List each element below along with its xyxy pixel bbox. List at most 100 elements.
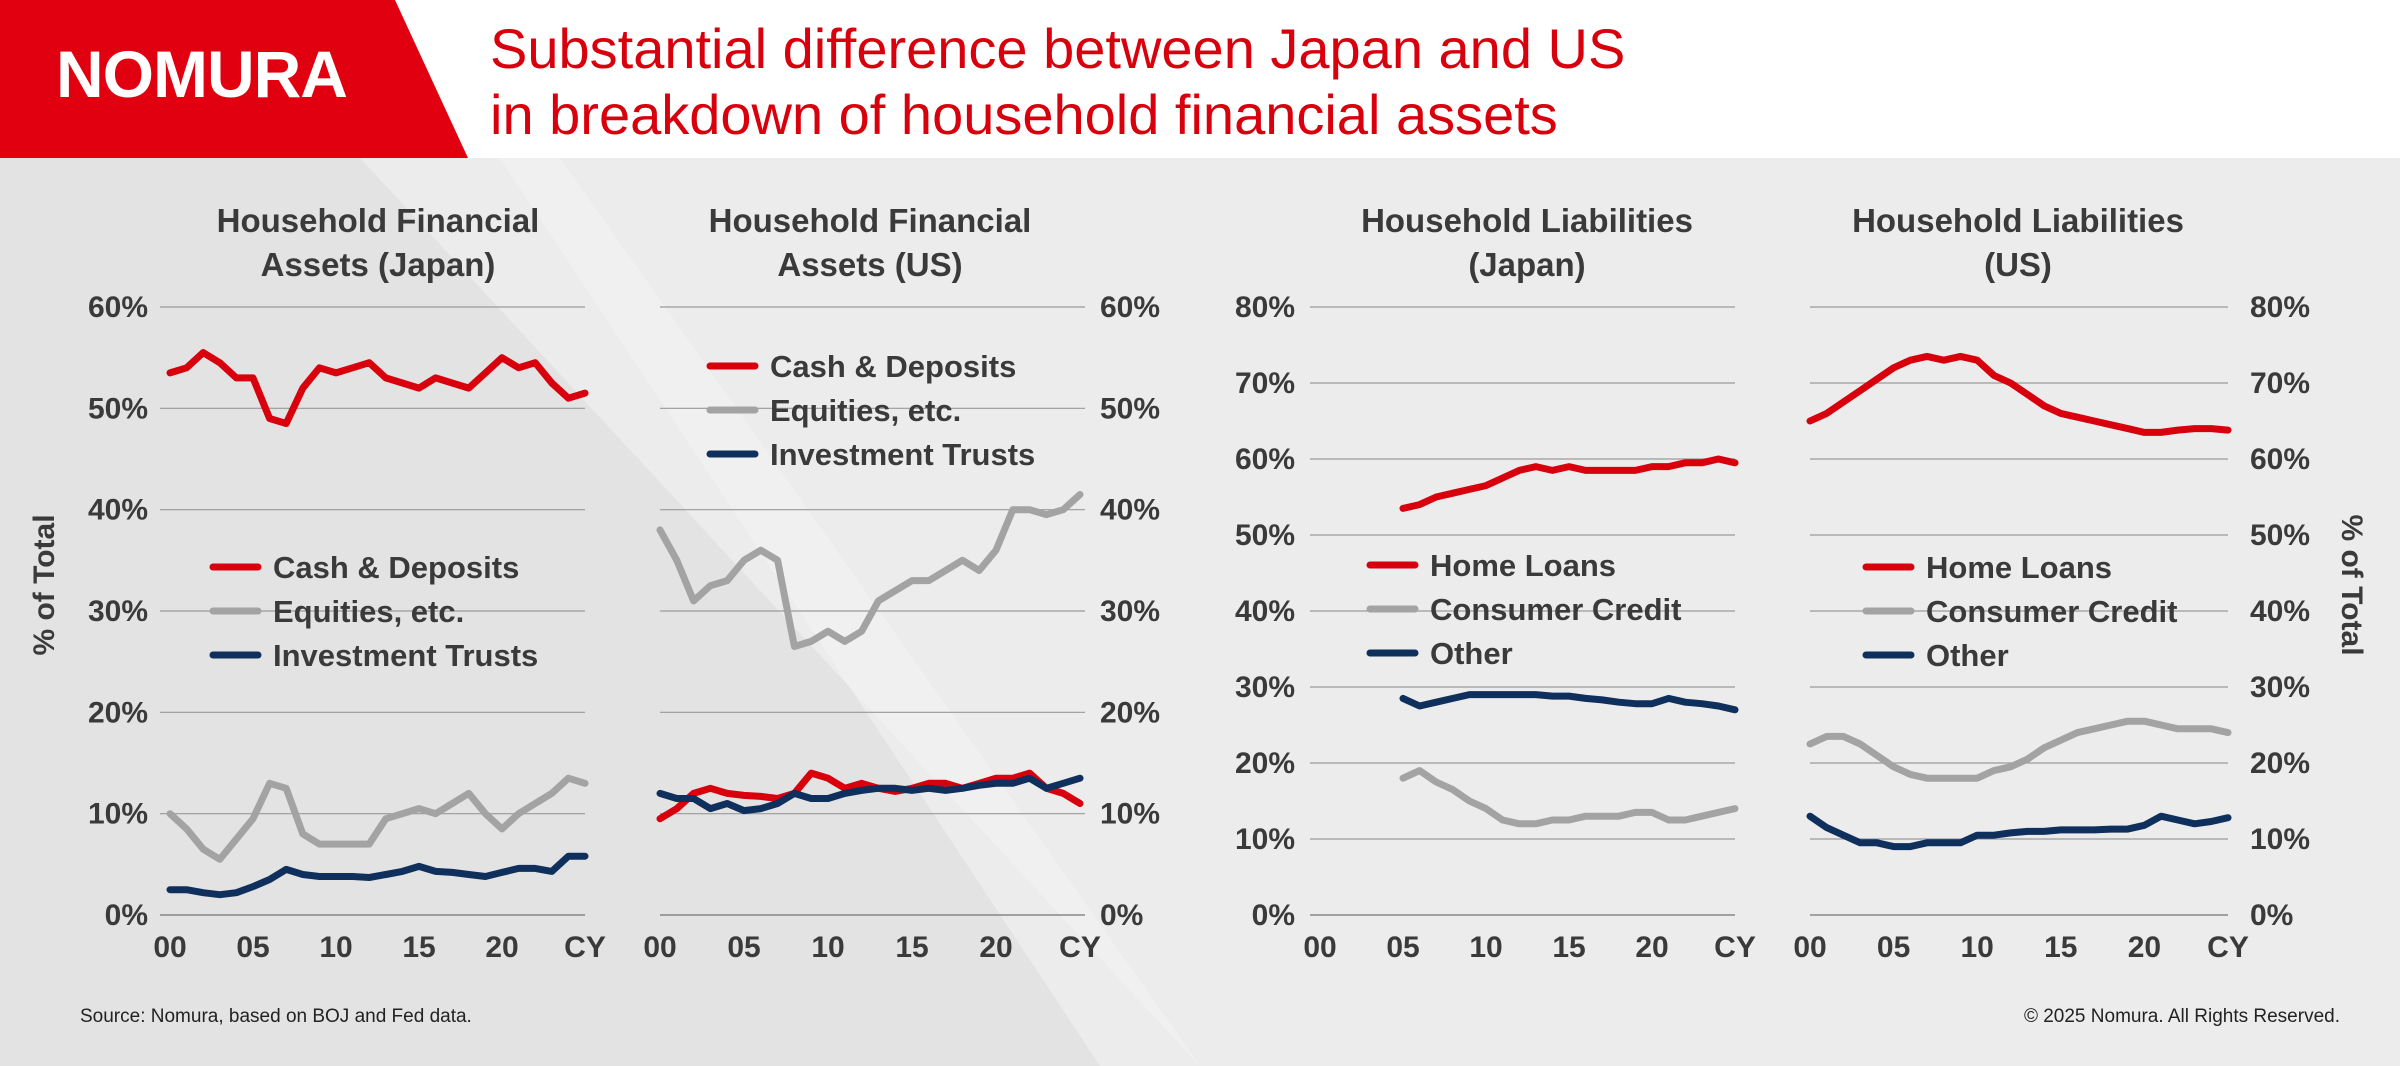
assets_us-legend-label: Cash & Deposits (770, 349, 1016, 384)
liab_japan-title-line-1: Household Liabilities (1361, 202, 1693, 239)
liab_japan-x-tick-label: CY (1714, 931, 1756, 964)
left-y-axis-label: % of Total (28, 514, 61, 655)
liab_japan-y-tick-label: 0% (1252, 899, 1295, 932)
page-title-line-2: in breakdown of household financial asse… (490, 83, 1558, 146)
liab_japan-x-tick-label: 15 (1552, 931, 1585, 964)
assets_japan-series-equities-etc (166, 774, 589, 863)
liab_us-x-tick-label: CY (2207, 931, 2249, 964)
liab_us-y-tick-label: 30% (2250, 671, 2310, 704)
liab_japan-y-tick-label: 60% (1235, 443, 1295, 476)
liab_us-y-tick-label: 60% (2250, 443, 2310, 476)
liab_japan-series-consumer-credit (1399, 767, 1739, 828)
assets_japan-x-tick-label: 00 (153, 931, 186, 964)
liab_us-legend-label: Home Loans (1926, 550, 2112, 585)
liab_us-series-home-loans (1806, 352, 2232, 436)
assets_us-x-tick-label: 00 (643, 931, 676, 964)
assets_us-y-tick-label: 60% (1100, 291, 1160, 324)
assets_us-y-tick-label: 0% (1100, 899, 1143, 932)
logo-band (0, 0, 468, 158)
liab_japan-y-tick-label: 10% (1235, 823, 1295, 856)
liab_japan-legend-label: Other (1430, 636, 1513, 671)
assets_us-x-tick-label: 20 (979, 931, 1012, 964)
assets_us-series-cash-deposits (656, 769, 1084, 823)
assets_us-title-line-2: Assets (US) (777, 246, 962, 283)
assets_japan-legend-label: Equities, etc. (273, 594, 464, 629)
assets_us-y-tick-label: 30% (1100, 595, 1160, 628)
assets_japan-series-investment-trusts (166, 852, 589, 899)
liab_us-legend-label: Consumer Credit (1926, 594, 2177, 629)
assets_japan-y-tick-label: 10% (88, 798, 148, 831)
assets_japan-title-line-1: Household Financial (217, 202, 540, 239)
liab_us-title-line-1: Household Liabilities (1852, 202, 2184, 239)
assets_japan-x-tick-label: CY (564, 931, 606, 964)
liab_japan-legend-label: Home Loans (1430, 548, 1616, 583)
assets_us-x-tick-label: 05 (727, 931, 760, 964)
liab_japan-y-tick-label: 40% (1235, 595, 1295, 628)
nomura-logo: NOMURA (56, 37, 348, 111)
liab_us-x-tick-label: 20 (2128, 931, 2161, 964)
copyright-note: © 2025 Nomura. All Rights Reserved. (2023, 1006, 2340, 1027)
assets_japan-y-tick-label: 60% (88, 291, 148, 324)
decorative-diagonal-shade (0, 158, 1200, 1066)
assets_us-legend-label: Investment Trusts (770, 437, 1035, 472)
assets_us-y-tick-label: 50% (1100, 392, 1160, 425)
liab_us-x-tick-label: 10 (1961, 931, 1994, 964)
assets_japan-y-tick-label: 20% (88, 696, 148, 729)
liab_japan-x-tick-label: 00 (1303, 931, 1336, 964)
decorative-diagonal-highlight (500, 158, 1200, 1066)
liab_us-series-consumer-credit (1806, 717, 2232, 782)
page-title: Substantial difference between Japan and… (490, 16, 2090, 148)
liab_japan-series-other (1399, 691, 1739, 714)
assets_us-y-tick-label: 40% (1100, 494, 1160, 527)
assets_japan-y-tick-label: 0% (105, 899, 148, 932)
assets_japan-x-tick-label: 20 (485, 931, 518, 964)
assets_us-title-line-1: Household Financial (709, 202, 1032, 239)
liab_japan-x-tick-label: 10 (1469, 931, 1502, 964)
assets_us-legend-label: Equities, etc. (770, 393, 961, 428)
liab_japan-y-tick-label: 30% (1235, 671, 1295, 704)
assets_us-y-tick-label: 10% (1100, 798, 1160, 831)
assets_japan-x-tick-label: 10 (319, 931, 352, 964)
liab_us-legend-label: Other (1926, 638, 2009, 673)
assets_japan-title-line-2: Assets (Japan) (261, 246, 496, 283)
assets_japan-x-tick-label: 05 (236, 931, 269, 964)
liab_japan-legend-label: Consumer Credit (1430, 592, 1681, 627)
assets_japan-y-tick-label: 30% (88, 595, 148, 628)
liab_us-y-tick-label: 80% (2250, 291, 2310, 324)
liab_us-x-tick-label: 05 (1877, 931, 1910, 964)
right-y-axis-label: % of Total (2335, 514, 2368, 655)
liab_us-y-tick-label: 70% (2250, 367, 2310, 400)
liab_us-y-tick-label: 0% (2250, 899, 2293, 932)
assets_japan-y-tick-label: 50% (88, 392, 148, 425)
liab_japan-title-line-2: (Japan) (1468, 246, 1585, 283)
assets_japan-y-tick-label: 40% (88, 494, 148, 527)
liab_us-y-tick-label: 40% (2250, 595, 2310, 628)
liab_japan-y-tick-label: 80% (1235, 291, 1295, 324)
assets_us-y-tick-label: 20% (1100, 696, 1160, 729)
liab_us-y-tick-label: 10% (2250, 823, 2310, 856)
liab_japan-series-home-loans (1399, 455, 1739, 512)
assets_us-x-tick-label: 15 (895, 931, 928, 964)
liab_us-y-tick-label: 20% (2250, 747, 2310, 780)
page-title-line-1: Substantial difference between Japan and… (490, 17, 1626, 80)
liab_us-title-line-2: (US) (1984, 246, 2052, 283)
liab_us-x-tick-label: 00 (1793, 931, 1826, 964)
liab_us-x-tick-label: 15 (2044, 931, 2077, 964)
liab_us-y-tick-label: 50% (2250, 519, 2310, 552)
assets_japan-series-cash-deposits (166, 349, 589, 427)
liab_japan-y-tick-label: 20% (1235, 747, 1295, 780)
charts-layer: Household Financial Assets (Japan) 0% 10% 20… (28, 202, 2368, 964)
assets_us-series-equities-etc (656, 491, 1084, 650)
liab_japan-y-tick-label: 50% (1235, 519, 1295, 552)
source-note: Source: Nomura, based on BOJ and Fed dat… (80, 1006, 472, 1027)
liab_japan-x-tick-label: 05 (1386, 931, 1419, 964)
liab_japan-x-tick-label: 20 (1635, 931, 1668, 964)
assets_us-x-tick-label: CY (1059, 931, 1101, 964)
assets_japan-x-tick-label: 15 (402, 931, 435, 964)
liab_us-series-other (1806, 812, 2232, 851)
liab_japan-y-tick-label: 70% (1235, 367, 1295, 400)
assets_us-series-investment-trusts (656, 774, 1084, 815)
assets_japan-legend-label: Cash & Deposits (273, 550, 519, 585)
assets_us-x-tick-label: 10 (811, 931, 844, 964)
